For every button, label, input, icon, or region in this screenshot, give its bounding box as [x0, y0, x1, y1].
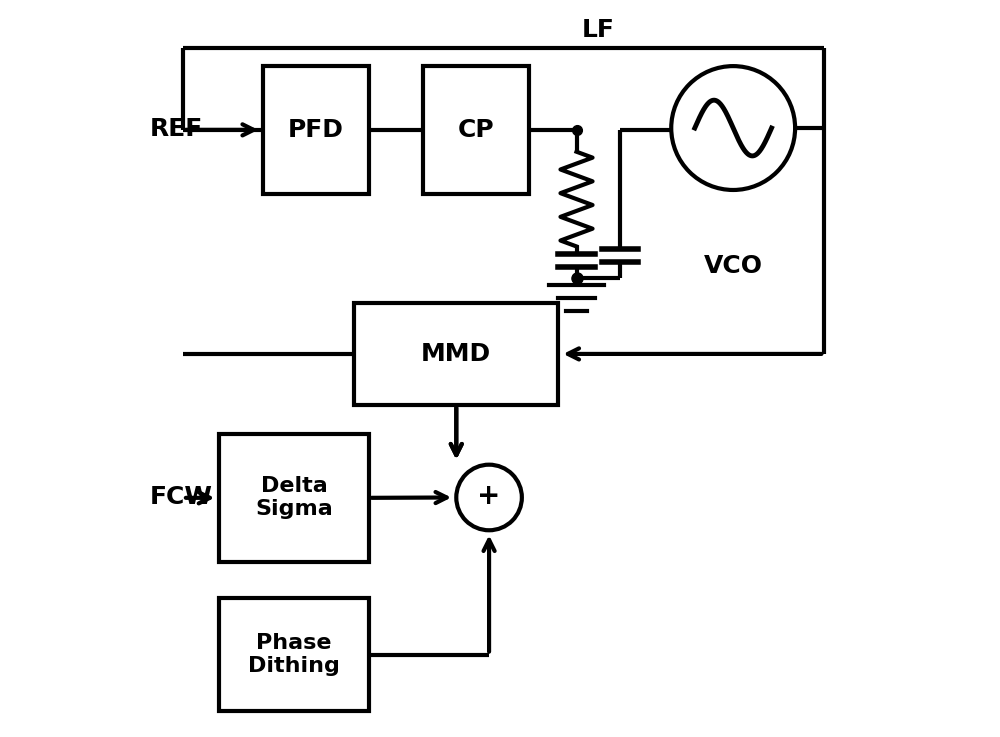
- Bar: [263, 66, 369, 194]
- Bar: [423, 66, 529, 194]
- Text: Delta
Sigma: Delta Sigma: [255, 476, 333, 520]
- Text: VCO: VCO: [704, 254, 763, 279]
- Text: FCW: FCW: [150, 486, 213, 509]
- Text: +: +: [477, 482, 501, 510]
- Bar: [219, 434, 369, 562]
- Text: PFD: PFD: [288, 118, 344, 142]
- Text: MMD: MMD: [421, 342, 491, 366]
- Text: LF: LF: [582, 18, 615, 42]
- Text: REF: REF: [150, 117, 203, 142]
- Circle shape: [456, 465, 522, 530]
- Text: Phase
Dithing: Phase Dithing: [248, 633, 340, 676]
- Bar: [354, 303, 558, 405]
- Circle shape: [671, 66, 795, 190]
- Bar: [219, 598, 369, 711]
- Text: CP: CP: [458, 118, 495, 142]
